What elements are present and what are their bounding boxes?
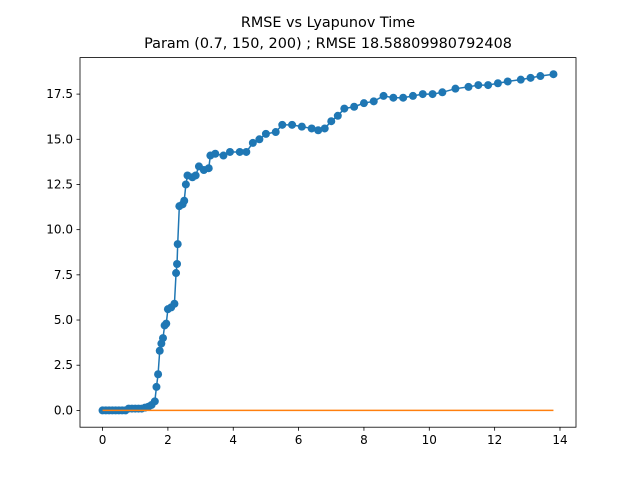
- data-point: [154, 370, 163, 379]
- data-point: [464, 82, 473, 91]
- data-point: [359, 99, 368, 108]
- data-point: [180, 196, 189, 205]
- data-point: [150, 397, 159, 406]
- y-tick-label: 5.0: [54, 313, 73, 327]
- data-point: [219, 151, 228, 160]
- data-point: [204, 164, 213, 173]
- x-tick-label: 0: [99, 433, 107, 447]
- data-point: [173, 259, 182, 268]
- data-point: [493, 79, 502, 88]
- data-point: [261, 129, 270, 138]
- x-tick-label: 6: [295, 433, 303, 447]
- data-point: [350, 102, 359, 111]
- data-point: [536, 72, 545, 81]
- data-point: [314, 126, 323, 135]
- data-point: [152, 382, 161, 391]
- data-point: [173, 240, 182, 249]
- data-point: [526, 73, 535, 82]
- x-tick-label: 2: [164, 433, 172, 447]
- chart-subtitle: Param (0.7, 150, 200) ; RMSE 18.58809980…: [144, 36, 512, 52]
- y-tick-label: 10.0: [46, 223, 73, 237]
- data-point: [327, 117, 336, 126]
- data-point: [549, 70, 558, 79]
- x-tick-label: 10: [422, 433, 437, 447]
- y-tick-label: 2.5: [54, 358, 73, 372]
- data-point: [297, 122, 306, 131]
- data-point: [225, 147, 234, 156]
- data-point: [340, 104, 349, 113]
- data-point: [242, 147, 251, 156]
- x-tick-label: 14: [552, 433, 567, 447]
- y-tick-label: 15.0: [46, 132, 73, 146]
- data-point: [474, 81, 483, 90]
- data-point: [516, 75, 525, 84]
- data-point: [320, 124, 329, 133]
- data-point: [162, 319, 171, 328]
- data-point: [172, 269, 181, 278]
- data-point: [191, 171, 200, 180]
- plot-frame: [79, 57, 577, 428]
- data-point: [389, 93, 398, 102]
- data-point: [170, 299, 179, 308]
- y-tick-label: 0.0: [54, 403, 73, 417]
- data-point: [369, 97, 378, 106]
- data-point: [235, 147, 244, 156]
- x-tick-label: 12: [487, 433, 502, 447]
- data-point: [418, 90, 427, 99]
- y-tick-label: 7.5: [54, 268, 73, 282]
- data-point: [278, 120, 287, 129]
- data-point: [379, 91, 388, 100]
- data-point: [399, 93, 408, 102]
- x-tick-label: 4: [229, 433, 237, 447]
- data-point: [248, 138, 257, 147]
- data-point: [211, 149, 220, 158]
- data-point: [451, 84, 460, 93]
- data-point: [181, 180, 190, 189]
- y-tick-label: 17.5: [46, 87, 73, 101]
- y-tick-label: 12.5: [46, 177, 73, 191]
- data-point: [408, 91, 417, 100]
- data-point: [255, 135, 264, 144]
- data-point: [307, 124, 316, 133]
- data-point: [155, 346, 164, 355]
- data-point: [288, 120, 297, 129]
- data-point: [428, 90, 437, 99]
- x-tick-label: 8: [360, 433, 368, 447]
- data-point: [158, 334, 167, 343]
- data-point: [503, 77, 512, 86]
- chart-title: RMSE vs Lyapunov Time: [241, 15, 415, 31]
- data-point: [438, 88, 447, 97]
- data-point: [484, 81, 493, 90]
- data-point: [333, 111, 342, 120]
- data-point: [271, 128, 280, 137]
